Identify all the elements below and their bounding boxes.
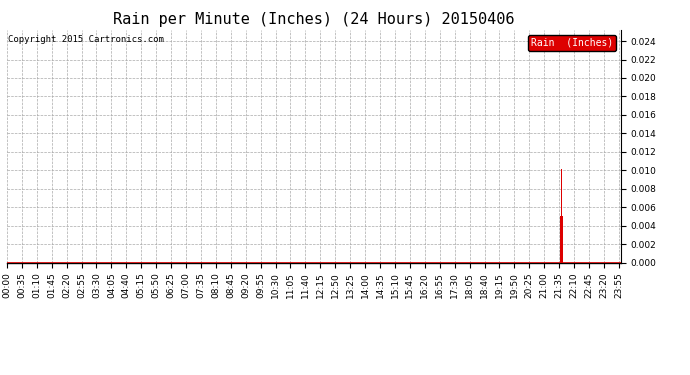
- Legend: Rain  (Inches): Rain (Inches): [528, 35, 616, 51]
- Text: Copyright 2015 Cartronics.com: Copyright 2015 Cartronics.com: [8, 34, 164, 44]
- Title: Rain per Minute (Inches) (24 Hours) 20150406: Rain per Minute (Inches) (24 Hours) 2015…: [113, 12, 515, 27]
